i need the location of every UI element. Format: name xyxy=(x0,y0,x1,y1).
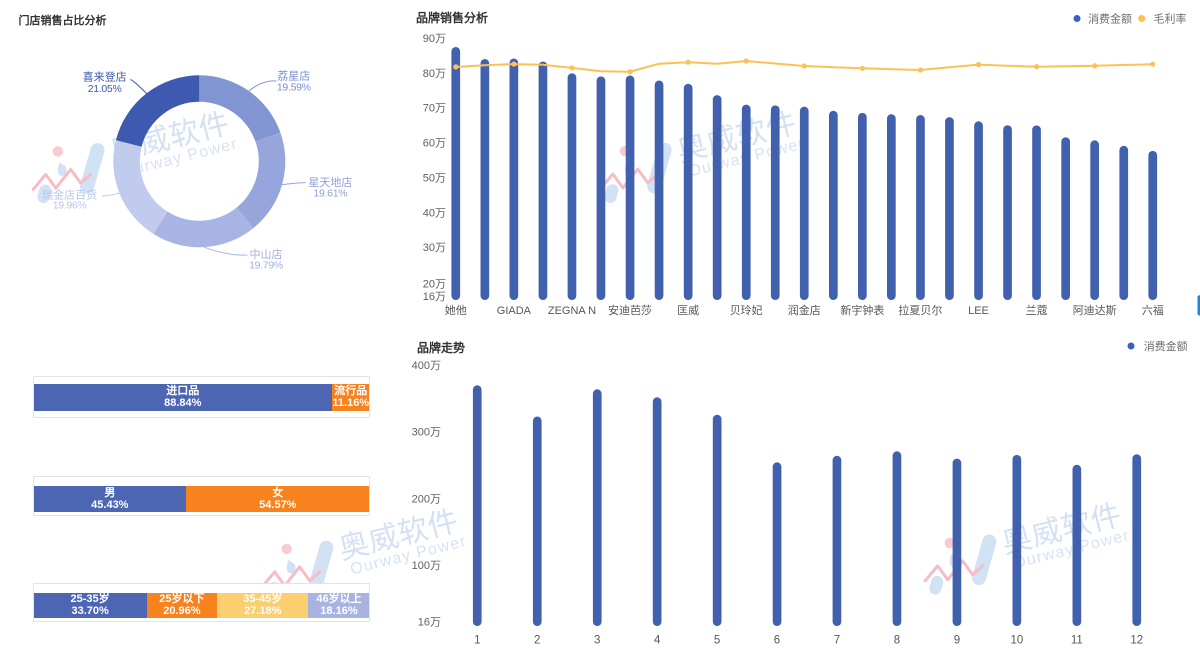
svg-text:4: 4 xyxy=(654,635,661,647)
svg-text:安迪芭莎: 安迪芭莎 xyxy=(608,303,652,317)
svg-text:400万: 400万 xyxy=(412,360,441,372)
svg-text:60万: 60万 xyxy=(423,138,446,150)
svg-text:9: 9 xyxy=(954,635,960,647)
svg-text:阿迪达斯: 阿迪达斯 xyxy=(1073,304,1117,317)
svg-text:16万: 16万 xyxy=(423,291,446,303)
svg-text:19.61%: 19.61% xyxy=(313,188,347,200)
svg-text:8: 8 xyxy=(894,635,900,647)
svg-text:19.79%: 19.79% xyxy=(249,260,283,272)
svg-text:300万: 300万 xyxy=(412,427,441,439)
svg-text:荔星店: 荔星店 xyxy=(277,69,310,83)
svg-text:100万: 100万 xyxy=(412,560,441,572)
svg-text:ZEGNA N: ZEGNA N xyxy=(548,305,596,317)
svg-text:星天地店: 星天地店 xyxy=(308,175,352,189)
svg-text:90万: 90万 xyxy=(423,33,446,45)
svg-text:20万: 20万 xyxy=(423,279,446,291)
svg-text:200万: 200万 xyxy=(412,493,441,505)
svg-text:GIADA: GIADA xyxy=(497,305,532,317)
svg-text:70万: 70万 xyxy=(423,103,446,115)
svg-text:50万: 50万 xyxy=(423,172,446,184)
svg-text:11: 11 xyxy=(1071,635,1083,647)
svg-text:19.59%: 19.59% xyxy=(277,82,311,94)
svg-text:喜来登店: 喜来登店 xyxy=(83,70,127,84)
svg-text:5: 5 xyxy=(714,635,720,647)
svg-text:12: 12 xyxy=(1130,635,1143,647)
svg-text:六福: 六福 xyxy=(1142,303,1164,317)
svg-text:6: 6 xyxy=(774,635,780,647)
svg-text:贝玲妃: 贝玲妃 xyxy=(730,303,763,317)
svg-text:毛利率: 毛利率 xyxy=(1154,12,1187,26)
svg-text:3: 3 xyxy=(594,635,600,647)
svg-text:40万: 40万 xyxy=(423,207,446,219)
svg-text:消费金额: 消费金额 xyxy=(1088,12,1132,26)
svg-text:16万: 16万 xyxy=(418,616,441,628)
svg-text:新宇钟表: 新宇钟表 xyxy=(840,303,884,317)
svg-text:30万: 30万 xyxy=(423,242,446,254)
svg-text:润金店: 润金店 xyxy=(788,303,821,317)
svg-text:2: 2 xyxy=(534,635,540,647)
svg-text:消费金额: 消费金额 xyxy=(1144,339,1188,353)
svg-text:19.96%: 19.96% xyxy=(53,200,87,212)
svg-text:瑞金店百货: 瑞金店百货 xyxy=(42,188,97,202)
svg-text:1: 1 xyxy=(474,635,480,647)
svg-text:拉夏贝尔: 拉夏贝尔 xyxy=(898,303,942,317)
svg-text:中山店: 中山店 xyxy=(250,247,283,261)
svg-text:7: 7 xyxy=(834,635,840,647)
svg-text:LEE: LEE xyxy=(968,305,989,317)
svg-text:她他: 她他 xyxy=(445,303,467,317)
svg-text:10: 10 xyxy=(1011,635,1024,647)
svg-text:80万: 80万 xyxy=(423,68,446,80)
svg-text:21.05%: 21.05% xyxy=(88,83,122,95)
svg-text:兰蔻: 兰蔻 xyxy=(1026,304,1048,317)
svg-text:匡威: 匡威 xyxy=(677,304,699,317)
